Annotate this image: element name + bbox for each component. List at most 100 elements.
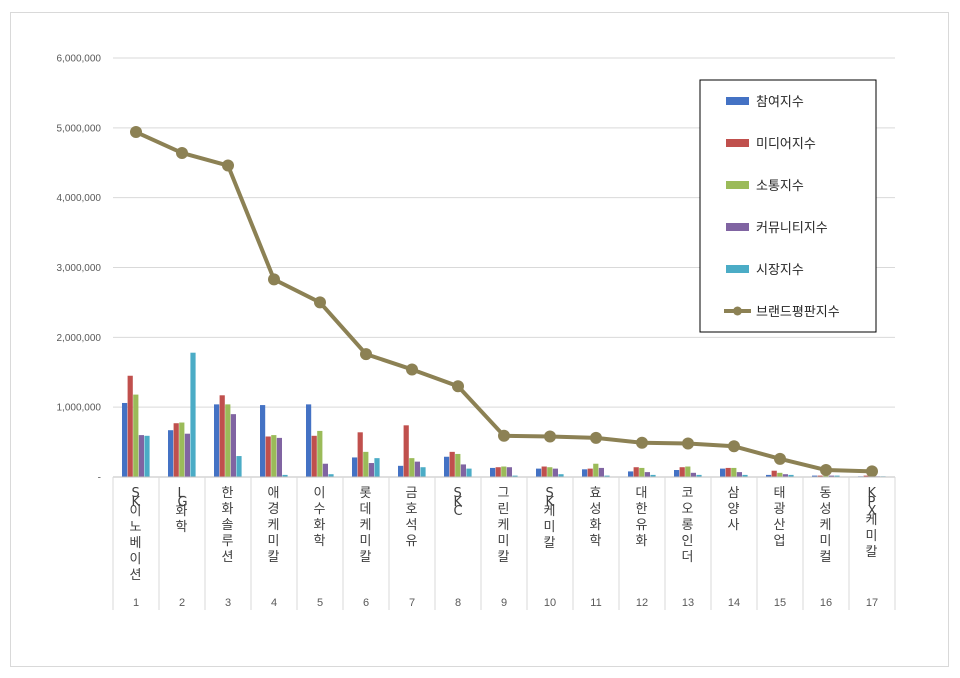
bar-5-11 bbox=[604, 475, 610, 477]
brand-index-point-5 bbox=[314, 296, 326, 309]
bar-4-1 bbox=[138, 435, 144, 477]
bar-3-13 bbox=[685, 466, 691, 477]
bar-2-17 bbox=[863, 475, 869, 477]
bar-5-2 bbox=[190, 352, 196, 477]
brand-index-point-2 bbox=[176, 146, 188, 159]
bar-3-7 bbox=[409, 458, 415, 477]
brand-index-point-3 bbox=[222, 159, 234, 172]
legend-swatch bbox=[726, 97, 749, 105]
legend-label: 시장지수 bbox=[756, 263, 804, 278]
bar-1-10 bbox=[536, 468, 542, 477]
bar-5-6 bbox=[374, 458, 380, 477]
bar-5-5 bbox=[328, 474, 334, 477]
y-tick-label: 3,000,000 bbox=[57, 263, 102, 274]
y-tick-label: 4,000,000 bbox=[57, 193, 102, 204]
bar-3-14 bbox=[731, 467, 737, 477]
bar-1-11 bbox=[582, 469, 588, 477]
brand-index-point-13 bbox=[682, 437, 694, 450]
bar-4-2 bbox=[184, 433, 190, 477]
bar-5-16 bbox=[834, 475, 840, 477]
bar-2-15 bbox=[771, 470, 777, 477]
bar-4-16 bbox=[828, 475, 834, 477]
bar-2-8 bbox=[449, 451, 455, 477]
rank-label: 13 bbox=[682, 597, 694, 609]
rank-label: 17 bbox=[866, 597, 878, 609]
bar-1-15 bbox=[766, 474, 772, 477]
bar-5-8 bbox=[466, 468, 472, 477]
brand-index-point-6 bbox=[360, 348, 372, 361]
bar-2-10 bbox=[541, 466, 547, 477]
bar-2-5 bbox=[311, 435, 317, 477]
y-tick-label: 2,000,000 bbox=[57, 333, 102, 344]
bar-1-8 bbox=[444, 456, 450, 477]
bar-4-10 bbox=[552, 468, 558, 477]
brand-index-point-4 bbox=[268, 273, 280, 286]
bar-2-11 bbox=[587, 468, 593, 477]
rank-label: 16 bbox=[820, 597, 832, 609]
rank-label: 8 bbox=[455, 597, 461, 609]
legend-label: 커뮤니티지수 bbox=[756, 221, 828, 236]
rank-label: 7 bbox=[409, 597, 415, 609]
bar-5-3 bbox=[236, 456, 242, 477]
bar-4-14 bbox=[736, 472, 742, 477]
y-tick-label: 5,000,000 bbox=[57, 123, 102, 134]
bar-4-6 bbox=[368, 463, 374, 477]
line-series bbox=[130, 126, 878, 478]
bar-3-6 bbox=[363, 451, 369, 477]
bar-2-9 bbox=[495, 467, 501, 477]
legend-label: 소통지수 bbox=[756, 179, 804, 194]
bar-1-3 bbox=[214, 404, 220, 477]
bar-3-15 bbox=[777, 472, 783, 477]
bar-3-5 bbox=[317, 430, 323, 477]
bar-2-6 bbox=[357, 432, 363, 477]
bar-1-7 bbox=[398, 465, 404, 477]
legend-swatch-marker bbox=[733, 306, 742, 316]
rank-label: 3 bbox=[225, 597, 231, 609]
rank-label: 12 bbox=[636, 597, 648, 609]
bar-1-13 bbox=[674, 470, 680, 477]
gridlines bbox=[113, 57, 895, 408]
x-axis: S K 이 노 베 이 션 1 L G 화 학 2 한 화 솔 루 션 3 애 경 케 미 칼 4 이 수 화 학 5 롯 데 케 미 칼 6 금 호 석 유… bbox=[112, 476, 896, 610]
legend-box bbox=[699, 79, 877, 333]
bar-5-15 bbox=[788, 474, 794, 477]
bar-4-15 bbox=[782, 474, 788, 477]
bar-5-10 bbox=[558, 474, 564, 477]
bar-1-16 bbox=[812, 475, 818, 477]
bar-4-13 bbox=[690, 472, 696, 477]
rank-label: 10 bbox=[544, 597, 556, 609]
bar-4-9 bbox=[506, 467, 512, 477]
bar-1-14 bbox=[720, 468, 726, 477]
bar-3-12 bbox=[639, 467, 645, 477]
brand-index-point-15 bbox=[774, 452, 786, 465]
bar-4-12 bbox=[644, 472, 650, 477]
rank-label: 1 bbox=[133, 597, 139, 609]
bar-5-7 bbox=[420, 467, 426, 477]
bar-1-2 bbox=[168, 430, 174, 477]
y-tick-label: - bbox=[98, 473, 101, 484]
brand-index-point-7 bbox=[406, 363, 418, 376]
bar-5-12 bbox=[650, 474, 656, 477]
bar-1-9 bbox=[490, 467, 496, 477]
brand-index-point-12 bbox=[636, 436, 648, 449]
bar-3-3 bbox=[225, 404, 231, 477]
bar-3-4 bbox=[271, 435, 277, 477]
brand-index-point-16 bbox=[820, 464, 832, 477]
legend-swatch bbox=[726, 223, 749, 231]
brand-index-point-17 bbox=[866, 465, 878, 478]
bar-3-8 bbox=[455, 453, 461, 477]
legend-swatch bbox=[726, 139, 749, 147]
bar-2-16 bbox=[817, 475, 823, 477]
